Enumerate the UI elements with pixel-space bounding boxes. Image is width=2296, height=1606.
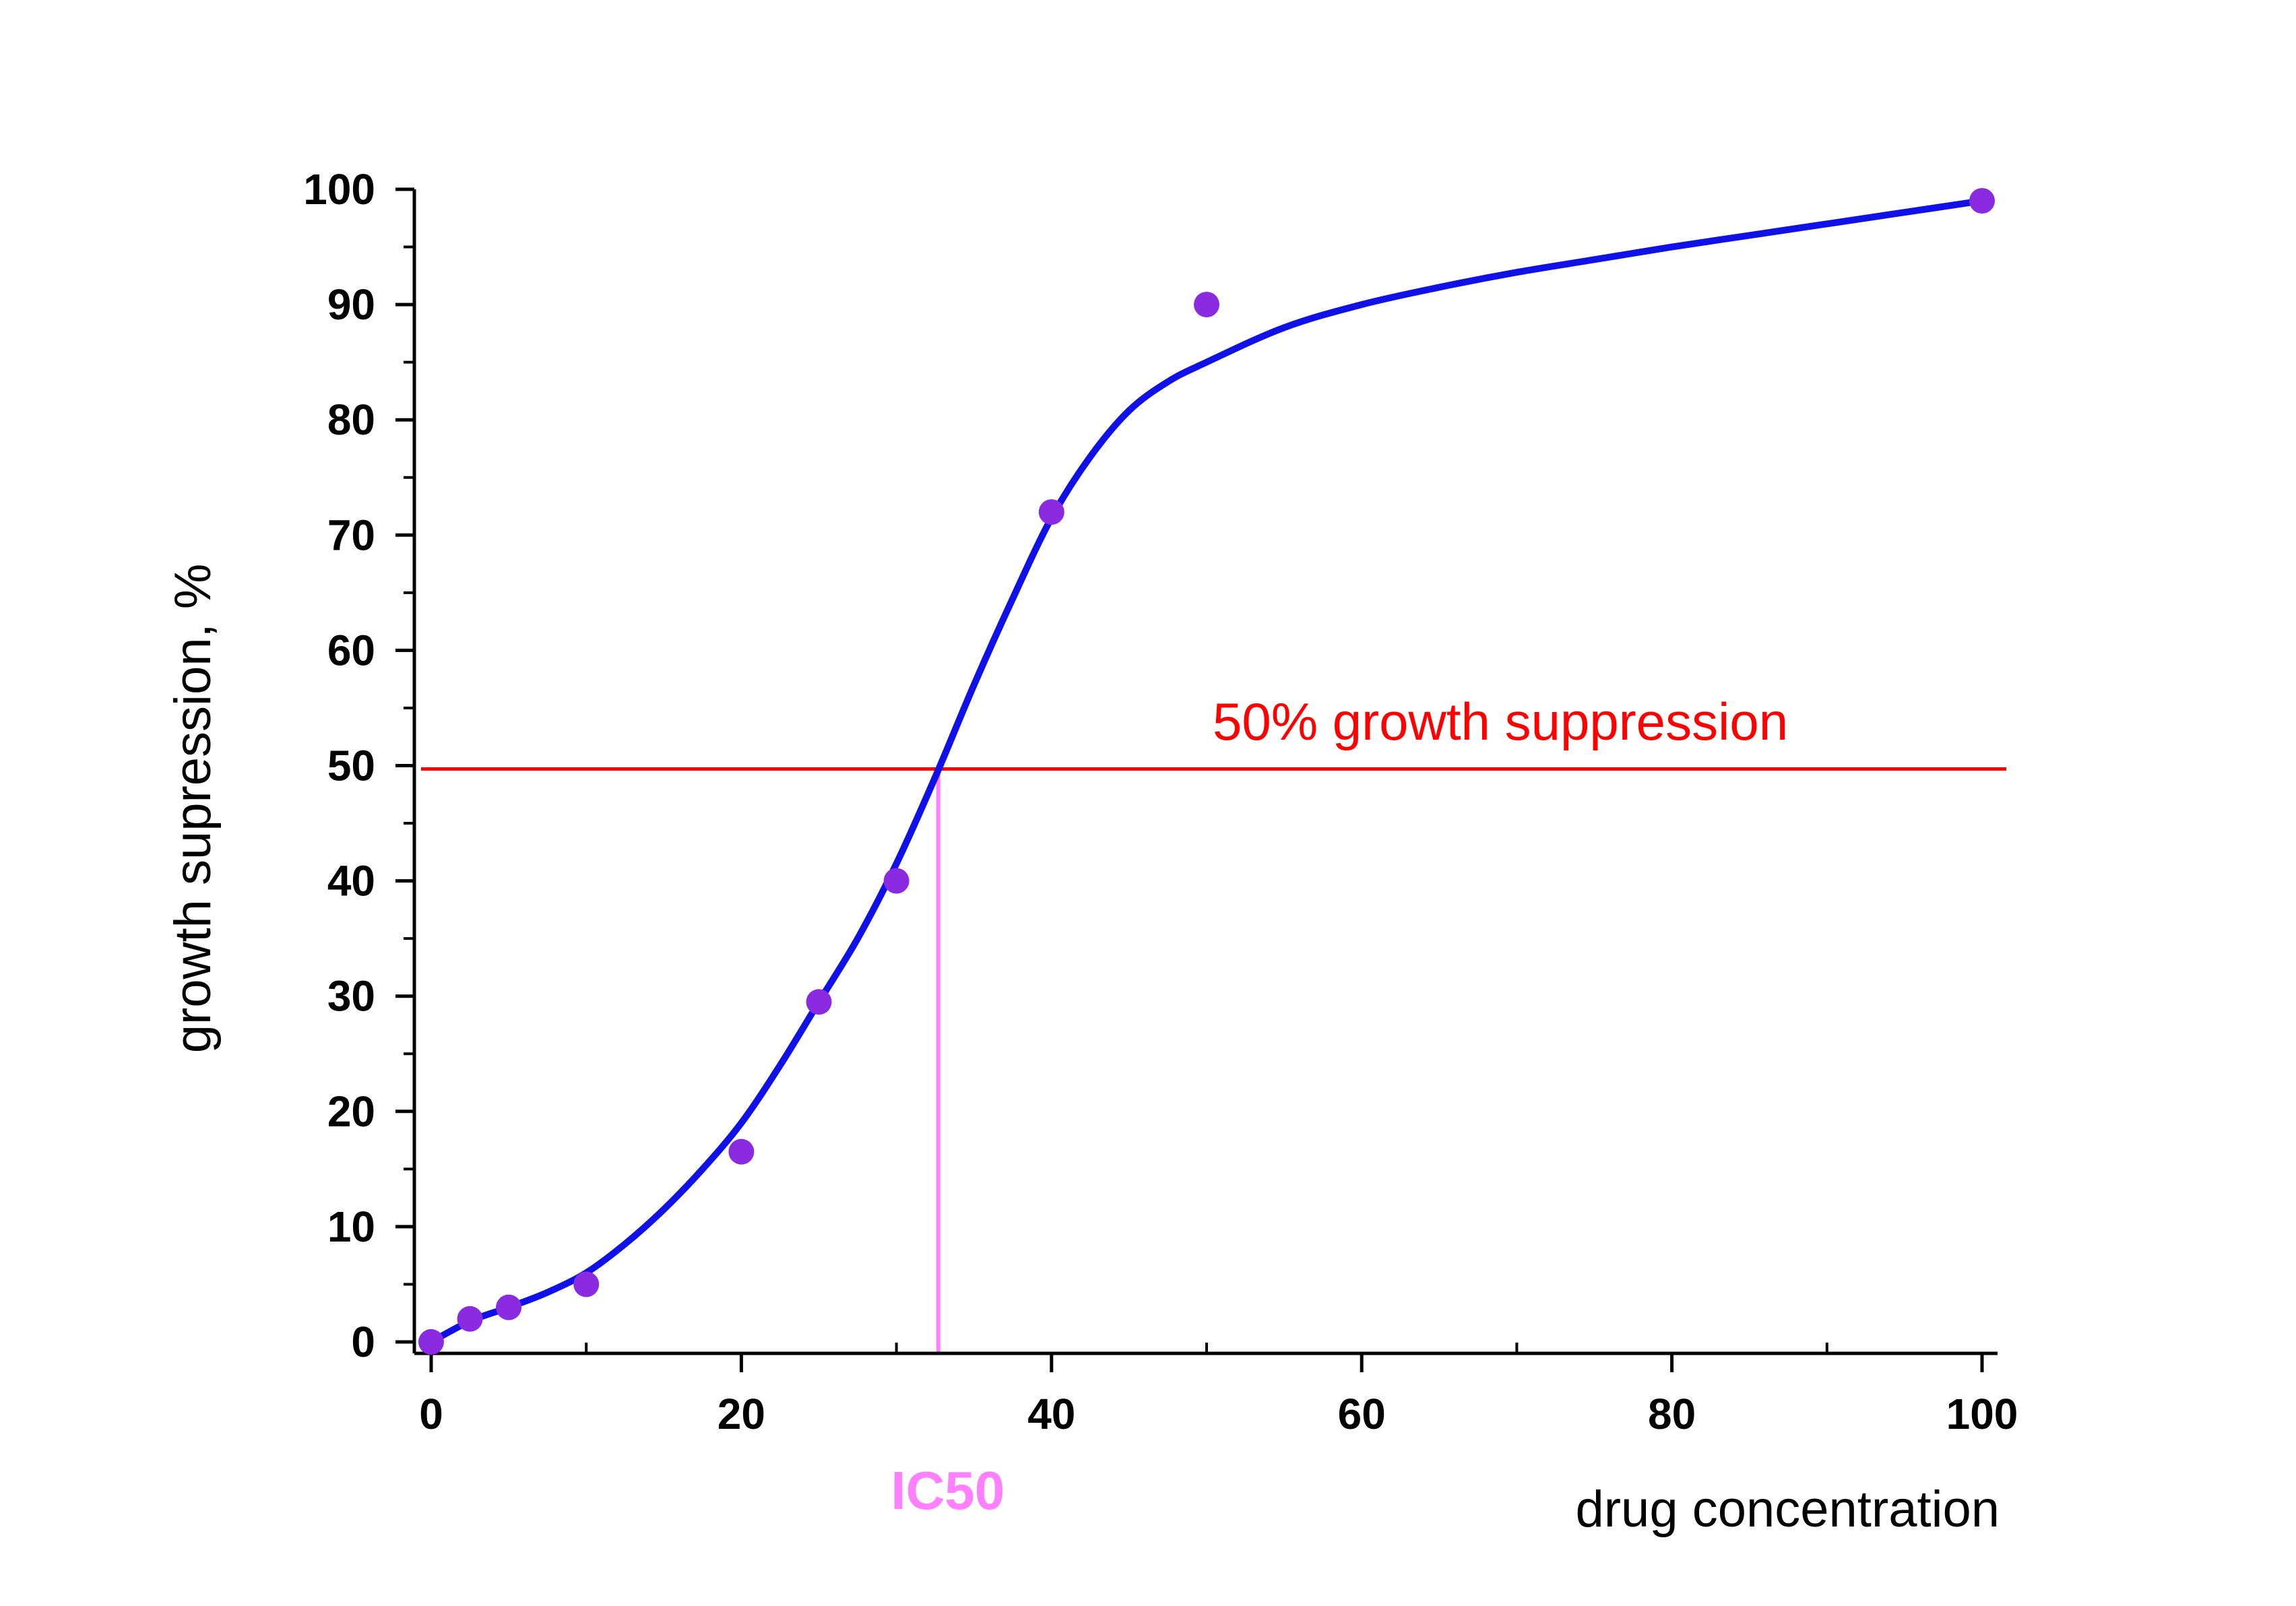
y-tick-label: 100	[303, 165, 375, 214]
y-tick-label: 90	[327, 280, 375, 329]
data-point	[573, 1271, 600, 1297]
y-tick-label: 60	[327, 626, 375, 674]
y-tick-label: 70	[327, 511, 375, 559]
data-point	[1194, 292, 1219, 318]
reference-line-label: 50% growth suppression	[1213, 692, 1788, 751]
x-tick-label: 80	[1648, 1390, 1696, 1438]
x-tick-label: 60	[1338, 1390, 1386, 1438]
data-point	[728, 1138, 755, 1165]
text-group: 0 10 20 30 40 50 60 70 80 90 100 0 20 40 60 80 100 50% gr…	[164, 165, 2018, 1538]
data-points-group	[418, 188, 1995, 1355]
axes-group	[395, 187, 1998, 1372]
fit-curve-group	[428, 197, 1985, 1345]
x-tick-label: 20	[718, 1390, 765, 1438]
y-tick-label: 20	[327, 1087, 375, 1136]
y-tick-label: 30	[327, 972, 375, 1021]
y-tick-label: 50	[327, 742, 375, 790]
y-tick-label: 80	[327, 395, 375, 444]
data-point	[457, 1306, 483, 1332]
x-axis-title: drug concentration	[1575, 1481, 2000, 1538]
x-tick-label: 100	[1946, 1390, 2018, 1438]
y-tick-label: 0	[351, 1318, 375, 1366]
data-point	[806, 989, 832, 1015]
data-point	[1038, 499, 1064, 525]
data-point	[1969, 188, 1995, 214]
data-point	[883, 868, 910, 894]
x-tick-label: 40	[1027, 1390, 1075, 1438]
fit-curve	[428, 197, 1985, 1345]
data-point	[418, 1329, 444, 1355]
data-point	[496, 1294, 522, 1320]
y-axis-title: growth supression, %	[164, 564, 222, 1054]
y-tick-label: 40	[327, 857, 375, 905]
x-tick-label: 0	[419, 1390, 443, 1438]
y-tick-label: 10	[327, 1202, 375, 1251]
ic50-label: IC50	[891, 1460, 1004, 1520]
